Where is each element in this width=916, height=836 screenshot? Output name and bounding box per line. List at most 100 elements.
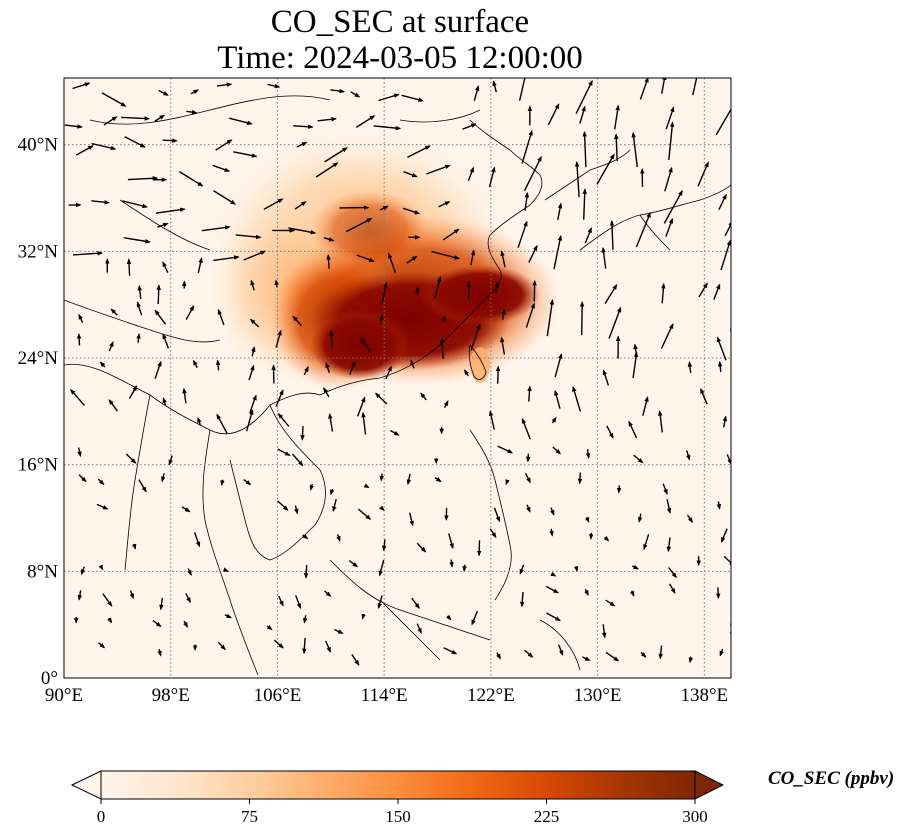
wind-arrow bbox=[192, 359, 198, 369]
wind-arrow bbox=[661, 282, 666, 304]
wind-arrow bbox=[217, 308, 225, 326]
wind-arrow bbox=[309, 483, 315, 491]
wind-arrow bbox=[215, 139, 233, 151]
wind-arrow bbox=[107, 617, 113, 624]
wind-arrow bbox=[434, 476, 442, 483]
wind-arrow bbox=[138, 479, 147, 493]
wind-arrow bbox=[128, 385, 138, 399]
wind-arrow bbox=[717, 360, 723, 373]
wind-arrow bbox=[407, 145, 431, 159]
wind-arrow bbox=[631, 564, 639, 570]
wind-arrow bbox=[379, 473, 385, 482]
wind-arrow bbox=[500, 250, 506, 268]
wind-arrow bbox=[215, 359, 221, 371]
wind-arrow bbox=[75, 145, 94, 156]
lon-tick-label: 90°E bbox=[45, 685, 83, 706]
wind-arrow bbox=[361, 613, 366, 620]
wind-arrow bbox=[263, 198, 284, 210]
wind-arrow bbox=[722, 415, 728, 428]
wind-arrow bbox=[420, 392, 427, 401]
wind-arrow bbox=[439, 337, 445, 359]
wind-arrow bbox=[402, 207, 421, 215]
wind-arrow bbox=[121, 116, 151, 121]
wind-arrow bbox=[643, 534, 650, 551]
wind-arrow bbox=[182, 387, 187, 404]
map-gridlines bbox=[64, 78, 731, 678]
lat-tick-label: 8°N bbox=[27, 561, 58, 582]
wind-arrow bbox=[303, 564, 309, 579]
wind-arrow bbox=[159, 597, 164, 611]
wind-arrow bbox=[442, 228, 460, 241]
wind-arrow bbox=[604, 283, 618, 304]
wind-arrow bbox=[379, 314, 384, 325]
wind-arrow bbox=[98, 564, 104, 571]
wind-arrow bbox=[274, 279, 279, 288]
wind-arrow bbox=[577, 472, 583, 485]
wind-arrow bbox=[462, 564, 467, 572]
wind-arrow bbox=[493, 507, 501, 523]
wind-arrow bbox=[329, 488, 335, 496]
wind-arrow bbox=[524, 649, 534, 658]
latitude-labels: 0° 8°N 16°N 24°N 32°N 40°N bbox=[18, 135, 59, 689]
wind-arrow bbox=[663, 189, 683, 224]
wind-arrow bbox=[300, 426, 305, 441]
wind-arrow bbox=[686, 514, 693, 524]
wind-arrow bbox=[267, 83, 281, 89]
wind-arrow bbox=[527, 385, 532, 402]
wind-arrow bbox=[235, 234, 262, 240]
wind-arrow bbox=[552, 446, 562, 455]
wind-arrow bbox=[416, 623, 422, 634]
wind-arrow bbox=[326, 253, 331, 269]
colorbar-tick-label: 0 bbox=[97, 807, 106, 826]
wind-arrow bbox=[385, 365, 392, 380]
wind-arrow bbox=[185, 305, 195, 320]
wind-arrow bbox=[406, 473, 411, 486]
wind-arrow bbox=[635, 211, 651, 248]
wind-arrow bbox=[688, 656, 694, 664]
wind-arrow bbox=[277, 413, 290, 427]
wind-arrow bbox=[496, 652, 501, 660]
wind-arrow bbox=[596, 153, 615, 185]
lon-tick-label: 122°E bbox=[467, 685, 515, 706]
wind-arrow bbox=[642, 396, 649, 416]
wind-arrow bbox=[302, 615, 308, 624]
wind-arrow bbox=[185, 593, 191, 604]
wind-arrow bbox=[154, 114, 166, 122]
wind-arrow bbox=[277, 448, 291, 457]
lon-tick-label: 114°E bbox=[361, 685, 408, 706]
wind-arrow bbox=[361, 411, 367, 435]
map-subtitle: Time: 2024-03-05 12:00:00 bbox=[217, 40, 583, 76]
taiwan-plume bbox=[470, 347, 490, 383]
wind-arrow bbox=[664, 166, 673, 192]
colorbar-tick-label: 225 bbox=[534, 807, 560, 826]
wind-arrow bbox=[248, 364, 255, 381]
wind-arrow bbox=[549, 528, 554, 537]
wind-arrow bbox=[294, 505, 299, 515]
wind-arrow bbox=[545, 585, 559, 594]
wind-arrow bbox=[381, 281, 388, 304]
wind-arrow bbox=[357, 508, 372, 520]
wind-arrow bbox=[666, 499, 672, 514]
wind-arrow bbox=[488, 410, 495, 430]
wind-arrow bbox=[463, 369, 469, 377]
wind-arrow bbox=[716, 501, 722, 510]
wind-arrow bbox=[348, 559, 359, 568]
wind-arrow bbox=[581, 656, 591, 662]
wind-arrow bbox=[197, 257, 203, 274]
lat-tick-label: 32°N bbox=[18, 241, 59, 262]
wind-arrow bbox=[501, 308, 506, 321]
wind-arrow bbox=[329, 330, 334, 349]
wind-arrow bbox=[409, 512, 414, 527]
colorbar-gradient bbox=[101, 771, 695, 799]
wind-arrow bbox=[517, 220, 528, 248]
wind-arrow bbox=[213, 190, 237, 205]
wind-arrow bbox=[686, 450, 691, 461]
wind-arrow bbox=[374, 392, 388, 405]
wind-arrow bbox=[124, 136, 146, 148]
wind-arrow bbox=[575, 79, 593, 115]
wind-arrow bbox=[584, 588, 589, 597]
wind-arrow bbox=[108, 341, 114, 352]
wind-arrow bbox=[378, 93, 400, 102]
wind-arrow bbox=[582, 130, 587, 168]
wind-arrow bbox=[602, 369, 610, 386]
